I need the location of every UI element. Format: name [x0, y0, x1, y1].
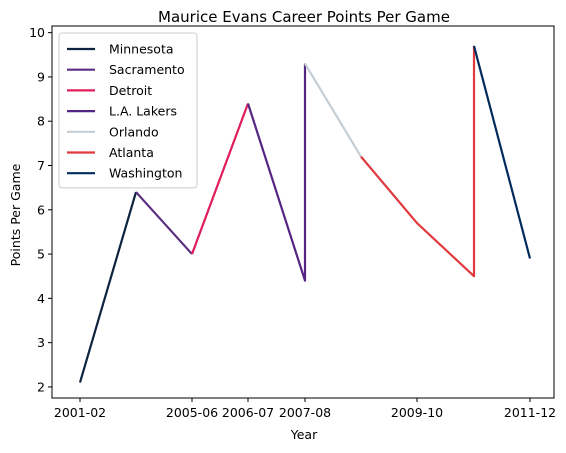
x-tick-label: 2006-07 — [222, 405, 274, 420]
y-tick-label: 10 — [29, 25, 45, 40]
series-line-washington — [472, 45, 532, 259]
x-tick-label: 2009-10 — [391, 405, 443, 420]
plot-area — [78, 45, 532, 383]
x-tick-label: 2007-08 — [279, 405, 331, 420]
x-axis-label: Year — [290, 427, 318, 442]
x-tick-label: 2001-02 — [54, 405, 106, 420]
y-axis-label: Points Per Game — [8, 163, 23, 266]
legend-label: Detroit — [109, 83, 152, 98]
y-tick-label: 9 — [37, 69, 45, 84]
series-line-l-a-lakers — [246, 63, 307, 282]
legend-label: Atlanta — [109, 145, 154, 160]
legend-label: Orlando — [109, 124, 159, 139]
y-tick-label: 6 — [37, 202, 45, 217]
chart-title: Maurice Evans Career Points Per Game — [158, 8, 450, 26]
x-axis: 2001-02 2005-06 2006-07 2007-08 2009-10 2011-… — [54, 398, 556, 420]
y-tick-label: 5 — [37, 247, 45, 262]
y-tick-label: 3 — [37, 335, 45, 350]
series-line-detroit — [190, 103, 250, 255]
series-line-orlando — [304, 63, 362, 158]
legend-label: Sacramento — [109, 62, 185, 77]
y-tick-label: 4 — [37, 291, 45, 306]
legend-label: L.A. Lakers — [109, 104, 177, 119]
series-line-atlanta — [360, 45, 476, 278]
plot-frame — [51, 25, 555, 399]
x-tick-label: 2011-12 — [504, 405, 556, 420]
x-tick-label: 2005-06 — [166, 405, 218, 420]
y-axis: 2 3 4 5 6 7 8 9 10 — [29, 25, 52, 394]
series-line-minnesota — [78, 191, 138, 383]
legend-box — [58, 32, 198, 189]
y-tick-label: 2 — [37, 379, 45, 394]
legend: Minnesota Sacramento Detroit L.A. Lakers Orl… — [58, 32, 198, 189]
legend-label: Washington — [109, 166, 182, 181]
series-line-sacramento — [135, 191, 193, 255]
y-tick-label: 7 — [37, 158, 45, 173]
y-tick-label: 8 — [37, 114, 45, 129]
legend-label: Minnesota — [109, 42, 174, 57]
